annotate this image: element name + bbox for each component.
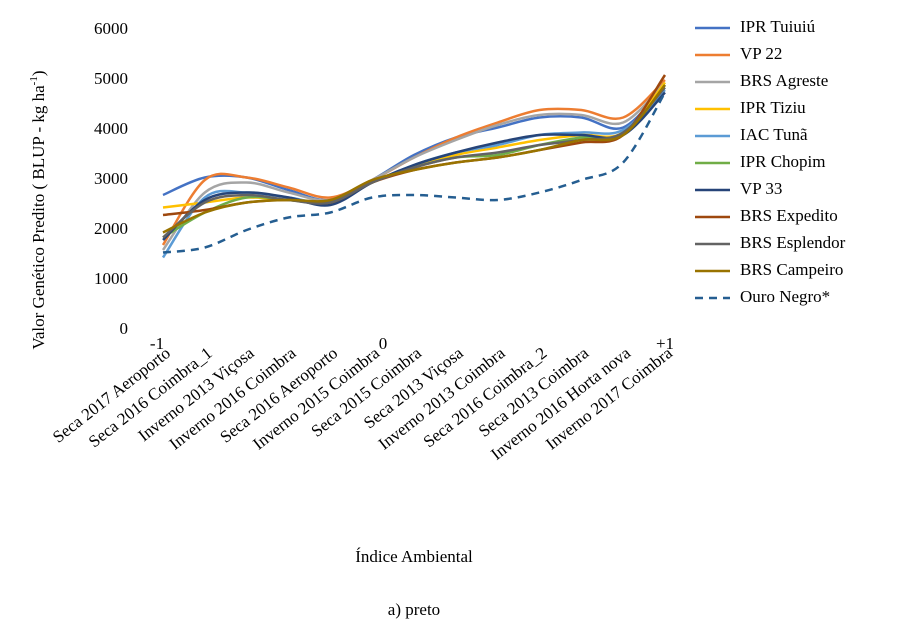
legend-label: IPR Tiziu: [740, 98, 806, 117]
x-axis-title: Índice Ambiental: [355, 547, 473, 566]
caption: a) preto: [388, 600, 440, 619]
annotation: +1: [656, 334, 674, 353]
series-line: [162, 84, 666, 239]
series-line: [162, 91, 666, 241]
legend-label: Ouro Negro*: [740, 287, 830, 306]
series-line: [162, 84, 666, 234]
y-tick-label: 0: [120, 319, 129, 338]
annotation: -1: [150, 334, 164, 353]
legend-label: VP 33: [740, 179, 782, 198]
y-tick-label: 6000: [94, 19, 128, 38]
legend-label: BRS Expedito: [740, 206, 838, 225]
y-tick-label: 1000: [94, 269, 128, 288]
annotation: 0: [379, 334, 388, 353]
legend-label: BRS Esplendor: [740, 233, 846, 252]
y-tick-label: 5000: [94, 69, 128, 88]
legend-label: BRS Agreste: [740, 71, 828, 90]
series-line: [161, 79, 666, 246]
series-line: [161, 81, 666, 251]
y-axis-title: Valor Genético Predito ( BLUP - kg ha-1): [28, 70, 48, 349]
series-line: [162, 91, 667, 254]
y-tick-label: 4000: [94, 119, 128, 138]
legend-label: IPR Chopim: [740, 152, 826, 171]
series-line: [162, 81, 666, 209]
y-tick-label: 3000: [94, 169, 128, 188]
legend-label: IPR Tuiuiú: [740, 17, 816, 36]
legend-label: IAC Tunã: [740, 125, 808, 144]
legend-label: VP 22: [740, 44, 782, 63]
legend-label: BRS Campeiro: [740, 260, 843, 279]
series-line: [162, 86, 666, 239]
y-tick-label: 2000: [94, 219, 128, 238]
series-line: [161, 89, 666, 259]
